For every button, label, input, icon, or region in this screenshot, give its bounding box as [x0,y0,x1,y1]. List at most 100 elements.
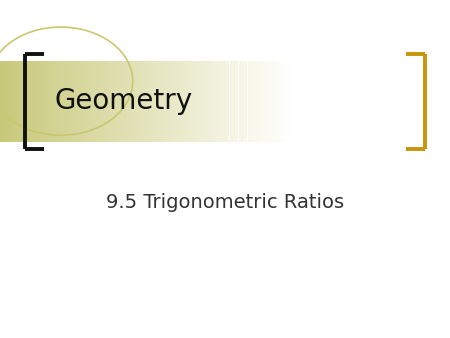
Bar [8,61,9,142]
Bar [315,61,316,142]
Bar [169,61,170,142]
Bar [238,61,239,142]
Bar [449,61,450,142]
Bar [38,61,40,142]
Bar [266,61,268,142]
Bar [401,61,403,142]
Bar [419,61,421,142]
Bar [236,61,238,142]
Bar [326,61,328,142]
Bar [278,61,279,142]
Bar [239,61,241,142]
Bar [119,61,121,142]
Bar [143,61,144,142]
Bar [198,61,199,142]
Bar [262,61,263,142]
Bar [324,61,325,142]
Bar [277,61,278,142]
Bar [94,61,95,142]
Bar [421,61,422,142]
Bar [197,61,198,142]
Bar [19,61,20,142]
Bar [37,61,38,142]
Bar [68,61,70,142]
Bar [261,61,262,142]
Bar [124,61,125,142]
Bar [77,61,79,142]
Bar [89,61,90,142]
Bar [71,61,72,142]
Bar [425,61,427,142]
Bar [433,61,434,142]
Bar [58,61,59,142]
Bar [307,61,308,142]
Bar [121,61,122,142]
Bar [441,61,442,142]
Bar [337,61,338,142]
Bar [200,61,202,142]
Bar [92,61,94,142]
Bar [187,61,188,142]
Bar [374,61,376,142]
Bar [442,61,443,142]
Bar [423,61,424,142]
Bar [406,61,407,142]
Bar [283,61,284,142]
Bar [106,61,107,142]
Bar [134,61,135,142]
Bar [247,61,248,142]
Bar [1,61,2,142]
Bar [155,61,157,142]
Bar [379,61,380,142]
Bar [351,61,352,142]
Bar [100,61,101,142]
Bar [418,61,419,142]
Bar [82,61,83,142]
Bar [232,61,233,142]
Bar [62,61,63,142]
Bar [179,61,180,142]
Bar [359,61,360,142]
Bar [252,61,253,142]
Bar [355,61,356,142]
Bar [59,61,61,142]
Bar [238,61,239,142]
Bar [328,61,329,142]
Bar [22,61,23,142]
Bar [173,61,175,142]
Bar [396,61,397,142]
Bar [248,61,250,142]
Bar [95,61,97,142]
Bar [31,61,32,142]
Bar [170,61,171,142]
Bar [223,61,224,142]
Bar [413,61,414,142]
Bar [224,61,225,142]
Bar [43,61,44,142]
Bar [217,61,218,142]
Bar [25,61,26,142]
Bar [70,61,71,142]
Bar [320,61,322,142]
Bar [400,61,401,142]
Bar [347,61,349,142]
Bar [115,61,116,142]
Bar [207,61,208,142]
Bar [214,61,215,142]
Bar [9,61,10,142]
Bar [263,61,265,142]
Bar [50,61,52,142]
Bar [445,61,446,142]
Bar [284,61,286,142]
Bar [74,61,76,142]
Bar [230,61,232,142]
Bar [10,61,11,142]
Bar [63,61,64,142]
Bar [388,61,389,142]
Bar [385,61,386,142]
Bar [431,61,432,142]
Bar [392,61,394,142]
Bar [352,61,353,142]
Bar [83,61,85,142]
Bar [369,61,370,142]
